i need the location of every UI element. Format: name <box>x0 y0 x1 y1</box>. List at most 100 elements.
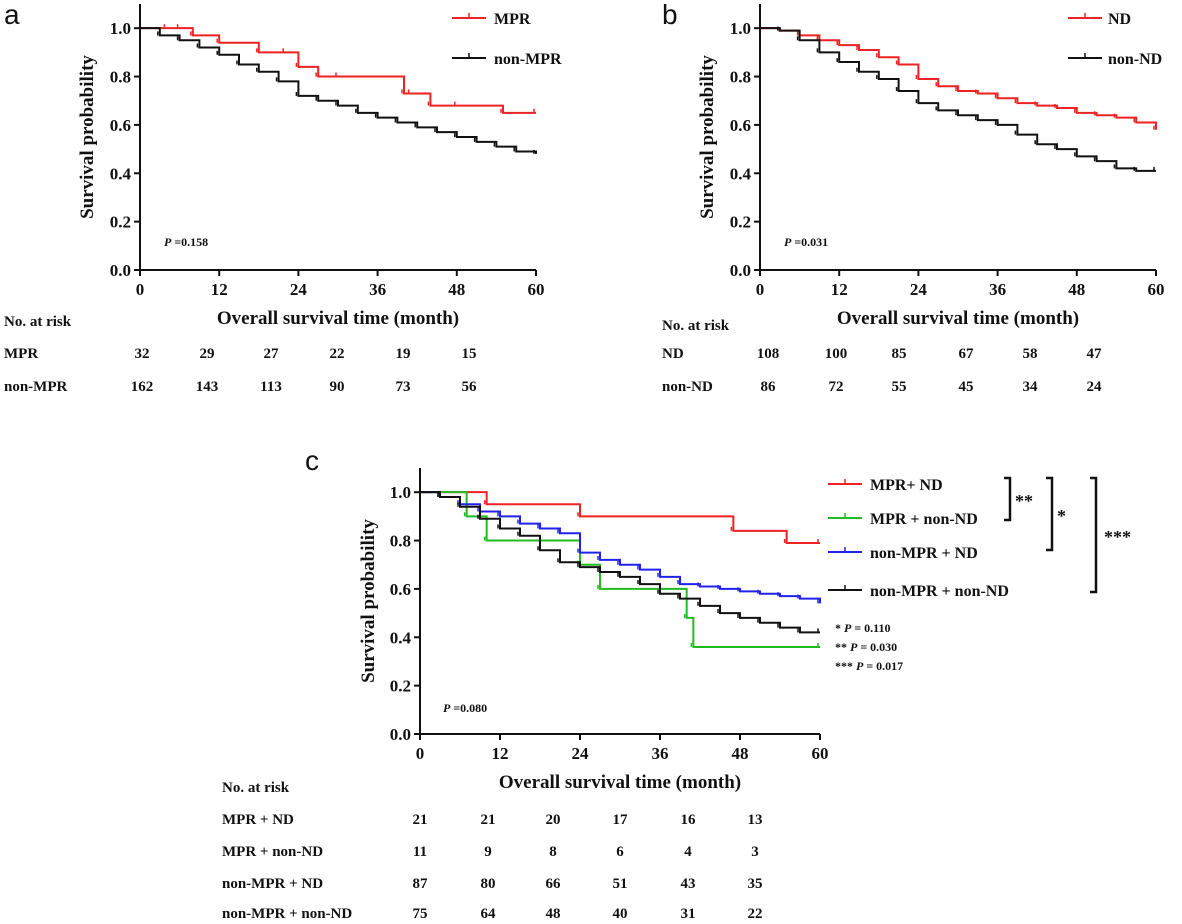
risk-table-title: No. at risk <box>662 318 730 334</box>
y-tick-label: 0.4 <box>110 164 132 183</box>
pairwise-stars: * <box>835 621 844 635</box>
p-value: = 0.030 <box>857 640 897 654</box>
risk-cell: 75 <box>413 906 428 922</box>
y-tick-label: 0.6 <box>390 580 411 599</box>
x-tick-label: 36 <box>989 280 1006 299</box>
risk-cell: 22 <box>748 906 763 922</box>
significance-bracket <box>1004 476 1012 522</box>
series-line-mpr <box>140 27 536 114</box>
risk-cell: 21 <box>413 812 428 828</box>
y-tick-label: 0.2 <box>110 213 131 232</box>
series-line-non-mpr <box>140 27 537 154</box>
risk-cell: 48 <box>546 906 561 922</box>
risk-cell: 55 <box>892 379 907 395</box>
significance-bracket <box>1090 476 1098 594</box>
y-axis-title: Survival probability <box>358 519 379 683</box>
risk-cell: 72 <box>829 379 844 395</box>
risk-cell: 47 <box>1087 346 1103 362</box>
risk-cell: 56 <box>462 379 478 395</box>
x-tick-label: 48 <box>1068 280 1085 299</box>
x-tick-label: 24 <box>572 744 590 763</box>
risk-cell: 87 <box>413 876 429 892</box>
panel-b: b 0.0 0.2 0.4 0.6 0.8 1.0 0 12 24 36 48 60 Survival p… <box>662 0 1165 395</box>
x-tick-label: 36 <box>369 280 386 299</box>
y-tick-label: 0.2 <box>730 213 751 232</box>
legend-label: ND <box>1108 11 1131 28</box>
risk-cell: 73 <box>396 379 411 395</box>
y-tick-label: 1.0 <box>110 19 131 38</box>
p-value: = 0.110 <box>851 621 890 635</box>
legend-label: MPR <box>494 11 531 28</box>
risk-cell: 31 <box>681 906 696 922</box>
risk-cell: 24 <box>1087 379 1103 395</box>
risk-row-label: non-MPR <box>4 379 68 395</box>
risk-cell: 67 <box>959 346 975 362</box>
x-tick-label: 12 <box>492 744 509 763</box>
y-axis-title: Survival probability <box>697 55 718 219</box>
risk-cell: 162 <box>131 379 154 395</box>
risk-cell: 108 <box>757 346 780 362</box>
legend-label: non-MPR + non-ND <box>870 583 1009 600</box>
x-tick-label: 0 <box>416 744 425 763</box>
y-tick-label: 1.0 <box>730 19 751 38</box>
legend-label: MPR + non-ND <box>870 511 978 528</box>
y-tick-label: 1.0 <box>390 483 411 502</box>
series-line-non-nd <box>760 27 1156 172</box>
risk-cell: 3 <box>751 844 759 860</box>
y-tick-label: 0.0 <box>730 261 751 280</box>
x-tick-label: 24 <box>290 280 308 299</box>
risk-row-label: MPR <box>4 346 38 362</box>
y-axis-title: Survival probability <box>77 55 98 219</box>
p-symbol: P <box>164 235 172 249</box>
y-tick-label: 0.0 <box>110 261 131 280</box>
risk-row-label: non-ND <box>662 379 713 395</box>
risk-cell: 34 <box>1023 379 1039 395</box>
risk-cell: 9 <box>484 844 492 860</box>
pairwise-stars: ** <box>835 640 850 654</box>
x-axis-title: Overall survival time (month) <box>217 308 459 329</box>
x-tick-label: 0 <box>756 280 765 299</box>
p-value: =0.158 <box>171 235 208 249</box>
y-tick-label: 0.8 <box>390 532 411 551</box>
x-tick-label: 24 <box>910 280 928 299</box>
risk-cell: 100 <box>825 346 848 362</box>
p-value-label: P =0.158 <box>164 235 208 249</box>
p-symbol: P <box>850 640 858 654</box>
x-tick-label: 0 <box>136 280 145 299</box>
risk-cell: 11 <box>413 844 427 860</box>
risk-cell: 32 <box>135 346 150 362</box>
significance-stars: *** <box>1104 527 1131 547</box>
x-tick-label: 60 <box>812 744 829 763</box>
pairwise-stars: *** <box>835 659 856 673</box>
p-value: = 0.017 <box>863 659 903 673</box>
x-tick-label: 12 <box>831 280 848 299</box>
p-value: =0.031 <box>791 235 828 249</box>
panel-a: a 0.0 0.2 0.4 0.6 0.8 1.0 0 12 24 36 48 60 Survival p… <box>4 0 562 395</box>
y-tick-label: 0.6 <box>110 116 131 135</box>
risk-cell: 21 <box>481 812 496 828</box>
y-tick-label: 0.8 <box>730 68 751 87</box>
risk-row-label: MPR + ND <box>222 812 294 828</box>
risk-cell: 51 <box>613 876 628 892</box>
series-line-mpr-non-nd <box>420 491 820 648</box>
y-tick-label: 0.8 <box>110 68 131 87</box>
p-symbol: P <box>784 235 792 249</box>
x-tick-label: 36 <box>652 744 669 763</box>
risk-table-title: No. at risk <box>4 314 72 330</box>
panel-letter: a <box>4 0 20 30</box>
risk-cell: 35 <box>748 876 763 892</box>
risk-cell: 143 <box>196 379 219 395</box>
risk-row-label: non-MPR + non-ND <box>222 906 352 922</box>
risk-row-label: ND <box>662 346 684 362</box>
x-tick-label: 48 <box>732 744 749 763</box>
pairwise-p-value: ** P = 0.030 <box>835 640 897 654</box>
pairwise-p-value: *** P = 0.017 <box>835 659 903 673</box>
risk-table-title: No. at risk <box>222 780 290 796</box>
risk-cell: 90 <box>330 379 345 395</box>
x-tick-label: 48 <box>448 280 465 299</box>
legend-label: non-ND <box>1108 51 1162 68</box>
p-value: =0.080 <box>450 701 487 715</box>
panel-letter: c <box>305 445 319 476</box>
